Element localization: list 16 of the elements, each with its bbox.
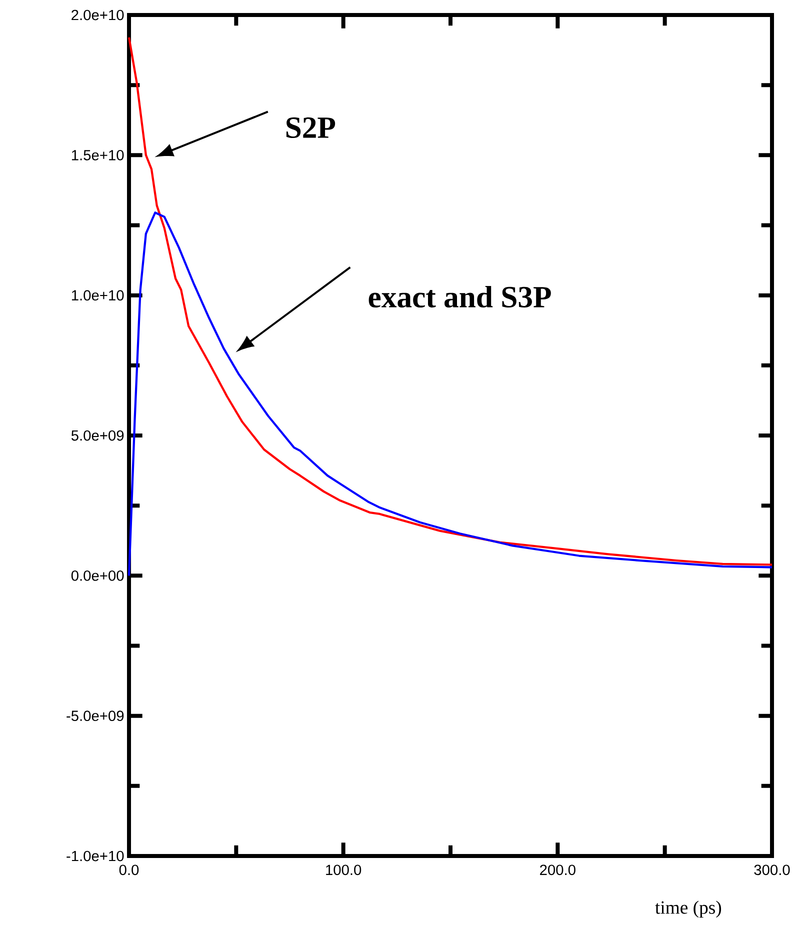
line-series <box>128 212 774 577</box>
x-tick-label: 300.0 <box>754 864 790 876</box>
y-tick-label: -1.0e+10 <box>66 850 124 862</box>
y-tick-label: 1.5e+10 <box>72 150 124 160</box>
y-tick-label: -5.0e+09 <box>66 710 124 722</box>
y-tick-label: 1.0e+10 <box>72 290 124 301</box>
y-tick-label: 0.0e+00 <box>71 570 124 581</box>
x-axis-title: time (ps) <box>655 900 722 918</box>
x-tick-label: 200.0 <box>540 864 576 876</box>
y-tick-label: 2.0e+10 <box>72 10 124 20</box>
x-tick-label: 0.0 <box>119 864 139 876</box>
line-series <box>128 36 774 566</box>
annotation: S2P <box>286 117 336 138</box>
x-tick-label: 100.0 <box>326 864 362 876</box>
annotation: exact and S3P <box>368 286 551 308</box>
y-tick-label: 5.0e+09 <box>71 430 124 441</box>
